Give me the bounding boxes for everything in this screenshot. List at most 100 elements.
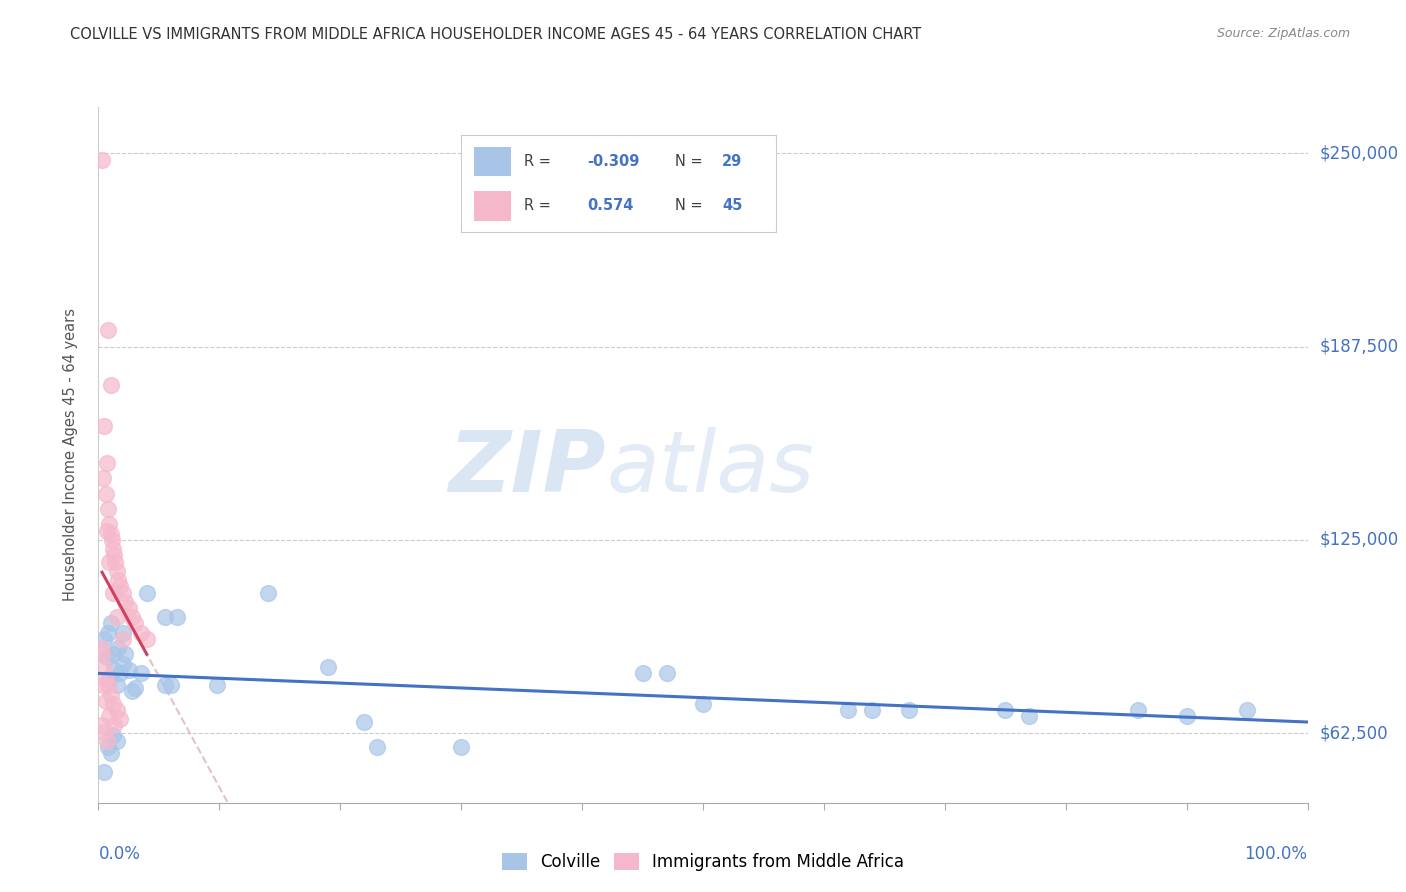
- Text: COLVILLE VS IMMIGRANTS FROM MIDDLE AFRICA HOUSEHOLDER INCOME AGES 45 - 64 YEARS : COLVILLE VS IMMIGRANTS FROM MIDDLE AFRIC…: [70, 27, 921, 42]
- Point: [90, 641, 112, 656]
- Point: [93, 418, 115, 433]
- Point: [98, 709, 121, 723]
- Point: [96, 524, 118, 538]
- Point: [118, 663, 141, 677]
- Point: [100, 526, 122, 541]
- Point: [692, 697, 714, 711]
- Point: [129, 625, 152, 640]
- Text: $125,000: $125,000: [1320, 531, 1399, 549]
- Point: [101, 648, 124, 662]
- Point: [111, 625, 134, 640]
- Point: [100, 378, 122, 392]
- Point: [1175, 709, 1198, 723]
- Point: [837, 703, 859, 717]
- Point: [93, 724, 115, 739]
- Point: [450, 740, 472, 755]
- Point: [129, 665, 152, 680]
- Text: 0.0%: 0.0%: [98, 845, 141, 863]
- Point: [1018, 709, 1040, 723]
- Point: [105, 734, 128, 748]
- Point: [111, 585, 134, 599]
- Point: [103, 663, 125, 677]
- Point: [100, 688, 122, 702]
- Text: 100.0%: 100.0%: [1244, 845, 1308, 863]
- Point: [121, 610, 143, 624]
- Point: [91, 718, 114, 732]
- Point: [108, 712, 131, 726]
- Point: [121, 684, 143, 698]
- Point: [103, 718, 125, 732]
- Point: [105, 678, 128, 692]
- Point: [860, 703, 883, 717]
- Point: [111, 657, 134, 671]
- Point: [94, 672, 117, 686]
- Point: [135, 585, 157, 599]
- Point: [107, 573, 129, 587]
- Point: [160, 678, 183, 692]
- Point: [104, 555, 127, 569]
- Point: [108, 665, 131, 680]
- Point: [97, 740, 120, 755]
- Point: [153, 610, 176, 624]
- Point: [91, 153, 114, 167]
- Point: [353, 715, 375, 730]
- Point: [1236, 703, 1258, 717]
- Text: $187,500: $187,500: [1320, 338, 1399, 356]
- Point: [316, 659, 339, 673]
- Point: [91, 471, 114, 485]
- Point: [1128, 703, 1150, 717]
- Text: $62,500: $62,500: [1320, 724, 1388, 742]
- Point: [135, 632, 157, 646]
- Text: ZIP: ZIP: [449, 427, 606, 510]
- Point: [98, 517, 121, 532]
- Point: [93, 659, 115, 673]
- Point: [101, 542, 124, 557]
- Point: [97, 625, 120, 640]
- Point: [93, 632, 115, 646]
- Y-axis label: Householder Income Ages 45 - 64 years: Householder Income Ages 45 - 64 years: [63, 309, 77, 601]
- Point: [107, 641, 129, 656]
- Point: [114, 648, 136, 662]
- Point: [103, 549, 125, 563]
- Point: [111, 632, 134, 646]
- Point: [98, 555, 121, 569]
- Text: Source: ZipAtlas.com: Source: ZipAtlas.com: [1216, 27, 1350, 40]
- Point: [97, 678, 120, 692]
- Point: [994, 703, 1017, 717]
- Point: [114, 595, 136, 609]
- Point: [655, 665, 678, 680]
- Point: [91, 678, 114, 692]
- Point: [108, 579, 131, 593]
- Point: [124, 616, 146, 631]
- Point: [96, 650, 118, 665]
- Text: $250,000: $250,000: [1320, 145, 1399, 162]
- Point: [94, 694, 117, 708]
- Point: [118, 601, 141, 615]
- Point: [93, 764, 115, 779]
- Point: [96, 734, 118, 748]
- Point: [166, 610, 188, 624]
- Point: [96, 456, 118, 470]
- Point: [97, 502, 120, 516]
- Point: [105, 610, 128, 624]
- Point: [124, 681, 146, 696]
- Point: [100, 616, 122, 631]
- Point: [101, 585, 124, 599]
- Point: [897, 703, 920, 717]
- Point: [98, 672, 121, 686]
- Point: [97, 323, 120, 337]
- Text: atlas: atlas: [606, 427, 814, 510]
- Point: [153, 678, 176, 692]
- Point: [366, 740, 388, 755]
- Point: [105, 564, 128, 578]
- Point: [256, 585, 278, 599]
- Legend: Colville, Immigrants from Middle Africa: Colville, Immigrants from Middle Africa: [495, 847, 911, 878]
- Point: [205, 678, 228, 692]
- Point: [91, 648, 114, 662]
- Point: [105, 703, 128, 717]
- Point: [100, 747, 122, 761]
- Point: [631, 665, 654, 680]
- Point: [100, 533, 122, 547]
- Point: [101, 697, 124, 711]
- Point: [94, 486, 117, 500]
